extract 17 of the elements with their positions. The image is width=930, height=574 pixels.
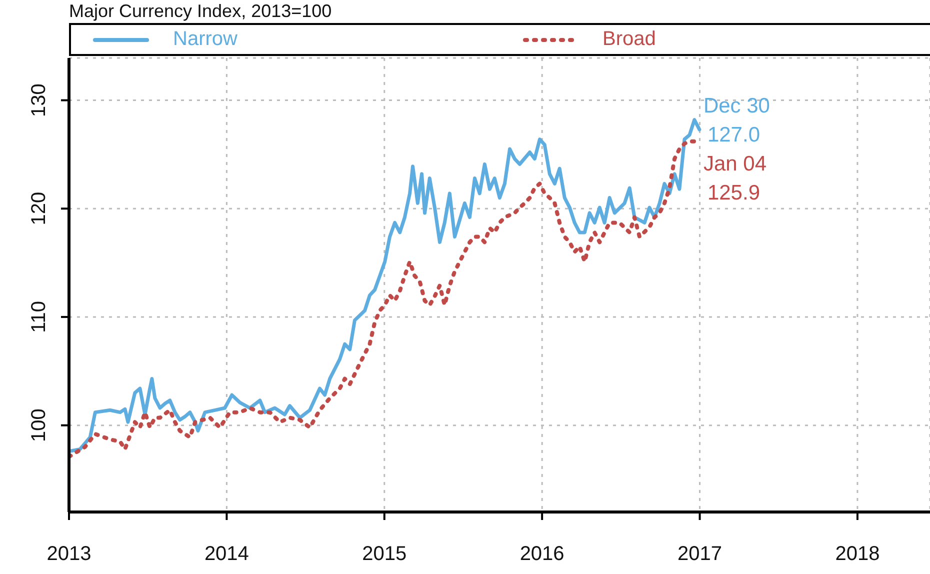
y-tick-label: 110 (28, 301, 50, 333)
x-tick-label: 2018 (835, 543, 880, 566)
y-tick-label: 130 (28, 84, 50, 117)
annotation: 125.9 (707, 181, 760, 204)
x-tick-label: 2015 (362, 543, 407, 566)
annotation: Dec 30 (703, 94, 770, 118)
annotation: 127.0 (707, 123, 760, 146)
legend-label: Broad (602, 28, 656, 51)
x-tick-label: 2014 (204, 543, 249, 566)
x-tick-label: 2016 (520, 543, 564, 566)
chart-title: Major Currency Index, 2013=100 (69, 0, 332, 22)
x-tick-label: 2013 (46, 543, 92, 566)
y-tick-label: 120 (28, 192, 50, 226)
y-tick-label: 100 (28, 408, 50, 442)
x-tick-label: 2017 (678, 543, 722, 566)
legend-label: Narrow (173, 28, 238, 51)
annotation: Jan 04 (703, 152, 767, 176)
